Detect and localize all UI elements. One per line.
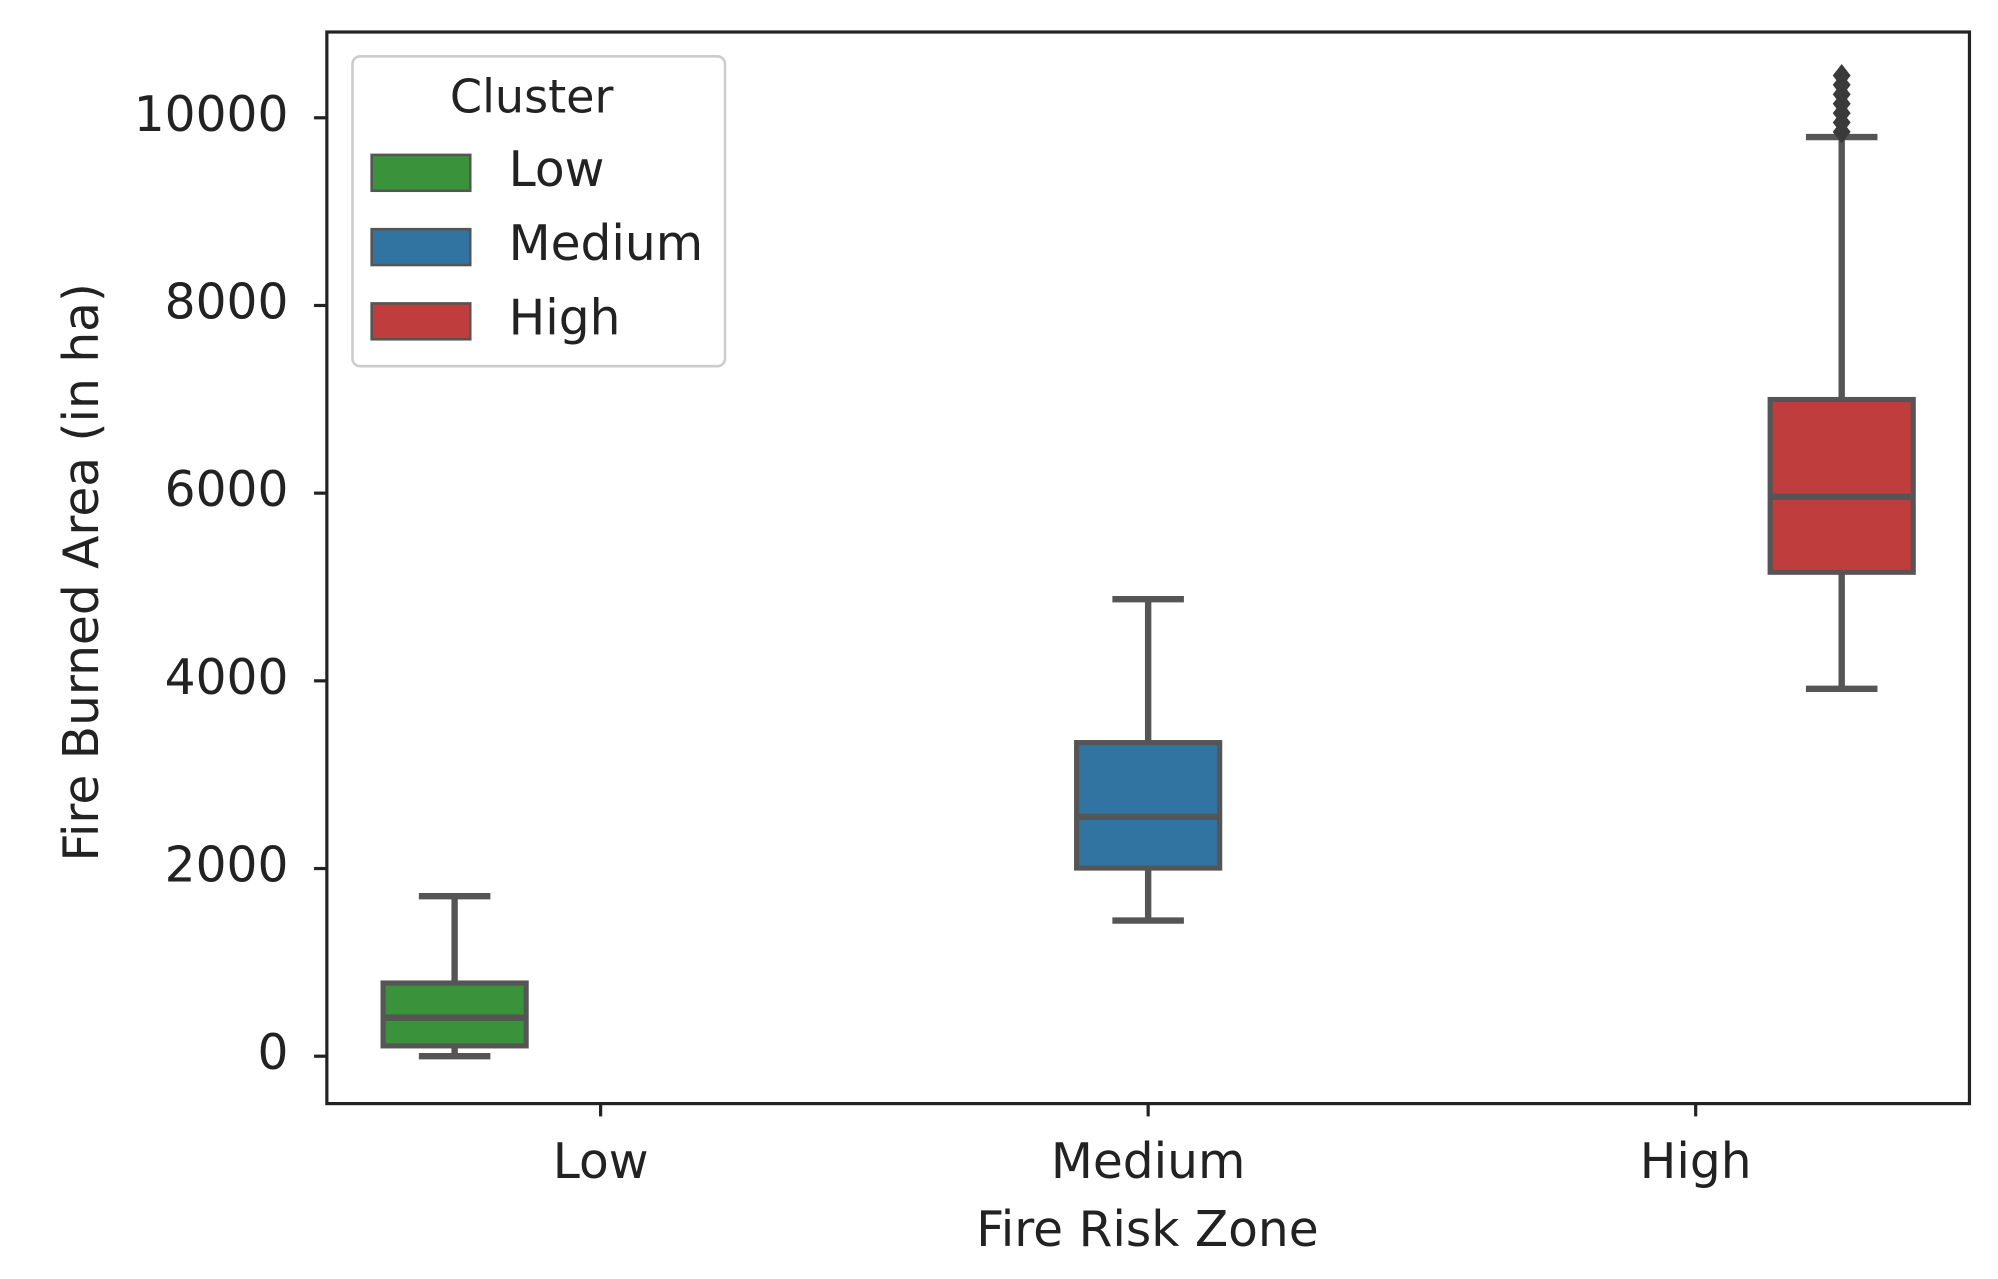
legend-label: Medium (509, 216, 704, 272)
legend-swatch (370, 227, 472, 267)
y-axis-label: Fire Burned Area (in ha) (54, 283, 110, 862)
y-tick-label: 0 (257, 1025, 288, 1081)
legend: Cluster Low Medium High (351, 55, 727, 368)
y-tick-label: 8000 (165, 274, 289, 330)
box (1074, 740, 1223, 871)
y-tick-label: 2000 (165, 838, 289, 894)
y-tick-label: 10000 (134, 87, 289, 143)
legend-swatch (370, 153, 472, 193)
box (1767, 396, 1916, 575)
box (380, 980, 529, 1049)
x-axis-label: Fire Risk Zone (976, 1202, 1318, 1258)
x-tick-label: High (1640, 1134, 1752, 1190)
legend-label: High (509, 290, 621, 346)
outlier (1832, 64, 1851, 88)
y-tick-label: 6000 (165, 462, 289, 518)
y-tick-label: 4000 (165, 650, 289, 706)
x-tick-label: Low (553, 1134, 649, 1190)
x-tick-label: Medium (1051, 1134, 1246, 1190)
legend-title: Cluster (450, 69, 614, 123)
legend-frame (351, 55, 727, 368)
legend-swatch (370, 302, 472, 341)
legend-label: Low (509, 142, 605, 198)
